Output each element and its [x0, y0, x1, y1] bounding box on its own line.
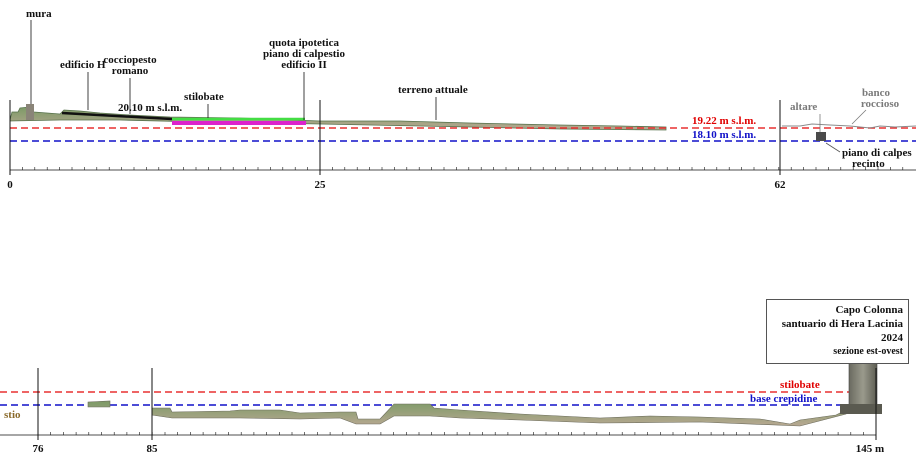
label-edificio-h: edificio H: [60, 59, 106, 71]
label-piano-recinto-2: recinto: [852, 158, 885, 170]
label-banco-2: roccioso: [861, 98, 900, 110]
label-stilobate-bottom: stilobate: [780, 379, 820, 391]
scale-ticks-top: [9, 167, 904, 170]
info-year: 2024: [881, 332, 903, 344]
altare-block: [816, 132, 826, 141]
magenta-band: [172, 121, 306, 125]
ground-profile-bottom: [87, 400, 847, 427]
label-piano-recinto-1: piano di calpes: [842, 147, 912, 159]
info-sanctuary: santuario di Hera Lacinia: [781, 318, 903, 330]
banco-leader: [851, 109, 867, 125]
banco-roccioso-profile: [782, 123, 916, 129]
label-cocciopesto-2: romano: [112, 65, 149, 77]
tick-label-62: 62: [775, 179, 787, 191]
label-terreno: terreno attuale: [398, 84, 468, 96]
column-base: [840, 404, 882, 414]
label-mura: mura: [26, 8, 52, 20]
bottom-section: stio stilobate base crepidine 76 85 145 …: [0, 318, 884, 453]
label-quota-ipotetica-3: edificio II: [281, 59, 327, 71]
label-quota-18: 18.10 m s.l.m.: [692, 129, 756, 141]
label-base-crepidine: base crepidine: [750, 393, 817, 405]
tick-label-85: 85: [147, 443, 159, 453]
tick-label-145: 145 m: [856, 443, 884, 453]
tick-label-76: 76: [33, 443, 45, 453]
top-section: mura edificio H cocciopesto romano 20.10…: [7, 8, 916, 191]
label-altare: altare: [790, 101, 817, 113]
label-quota-19: 19.22 m s.l.m.: [692, 115, 756, 127]
label-quota-20: 20.10 m s.l.m.: [118, 102, 182, 114]
mura-block: [26, 104, 34, 120]
cocciopesto-line: [61, 111, 173, 121]
ground-profile-top: [9, 106, 667, 131]
info-title: Capo Colonna: [835, 304, 903, 316]
label-stilobate-top: stilobate: [184, 91, 224, 103]
tick-label-25: 25: [315, 179, 327, 191]
altare-leader: [825, 142, 841, 153]
label-quota-ipotetica-2: piano di calpestio: [263, 48, 345, 60]
label-stio: stio: [4, 409, 21, 421]
label-cocciopesto-1: cocciopesto: [103, 54, 157, 66]
tick-label-0: 0: [7, 179, 13, 191]
scale-ticks-bottom: [37, 432, 864, 435]
label-banco-1: banco: [862, 87, 891, 99]
label-quota-ipotetica-1: quota ipotetica: [269, 37, 339, 49]
info-section: sezione est-ovest: [833, 346, 903, 357]
info-box: Capo Colonna santuario di Hera Lacinia 2…: [766, 299, 909, 364]
